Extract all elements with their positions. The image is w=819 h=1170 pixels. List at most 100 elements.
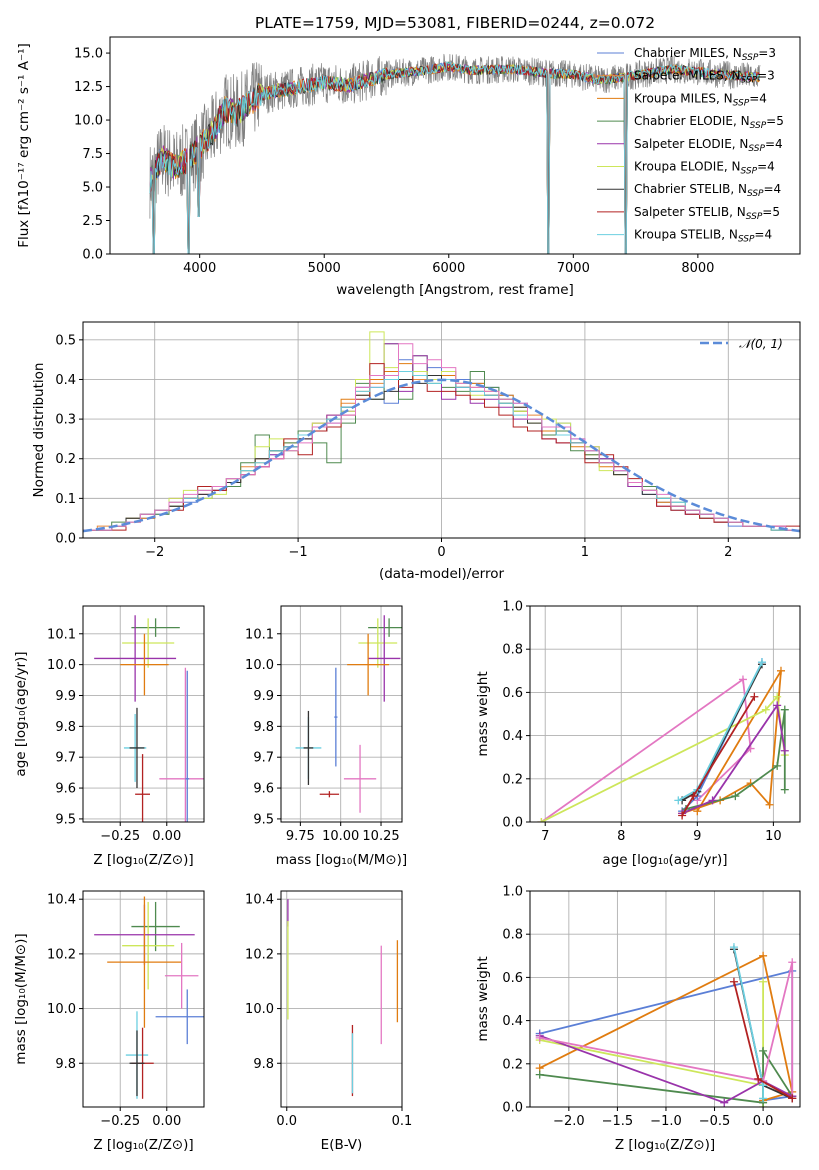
x-tick-label: −1.5: [602, 1114, 634, 1129]
plot-area: [83, 331, 800, 538]
y-tick-label: 9.9: [55, 689, 76, 704]
plus-marker: [780, 705, 789, 714]
plot-area: [149, 53, 761, 254]
mass-weight-series: [539, 1047, 793, 1104]
y-tick-label: 1.0: [502, 885, 523, 900]
plus-marker: [750, 692, 759, 701]
y-tick-label: 1.0: [502, 600, 523, 615]
data-point: [120, 633, 169, 696]
mass-weight-vs-metallicity-panel: −2.0 −1.5 −1.0 −0.5 0.0 0.0 0.2 0.4 0.6 0.8 1.0 Z […: [475, 885, 801, 1153]
plus-marker: [759, 951, 768, 960]
plot-area: [295, 615, 402, 813]
age-vs-metallicity-panel: −0.25 0.00 9.5 9.6 9.7 9.8 9.9 10.0 10.1 Z [log₁₀…: [13, 605, 205, 868]
y-tick-label: 10.1: [47, 627, 76, 642]
mass-weight-series: [540, 677, 752, 822]
axes-frame: [109, 36, 801, 255]
x-tick-label: −2: [145, 545, 164, 560]
model-spectrum-line: [149, 61, 761, 254]
y-tick-label: 0.4: [502, 729, 523, 744]
plus-marker: [759, 1094, 768, 1103]
y-tick-label: 0.2: [502, 772, 523, 787]
data-point: [347, 633, 390, 696]
data-point: [135, 754, 151, 822]
y-tick-label: 12.5: [74, 80, 103, 95]
plus-marker: [776, 666, 785, 675]
x-tick-label: 9: [693, 829, 701, 844]
y-tick-label: 7.5: [82, 147, 103, 162]
y-tick-label: 10.4: [245, 893, 274, 908]
y-tick-label: 0.0: [82, 248, 103, 263]
y-tick-label: 15.0: [74, 47, 103, 62]
y-axis-label: age [log₁₀(age/yr)]: [13, 651, 29, 776]
y-tick-label: 0.6: [502, 971, 523, 986]
x-tick-label: 0.0: [276, 1114, 297, 1129]
y-tick-label: 9.5: [55, 812, 76, 827]
plus-marker: [535, 1033, 544, 1042]
chart-title: PLATE=1759, MJD=53081, FIBERID=0244, z=0…: [255, 14, 655, 32]
x-tick-label: 2: [724, 545, 732, 560]
data-point: [334, 667, 338, 767]
plus-marker: [773, 701, 782, 710]
plus-marker: [708, 796, 717, 805]
x-axis-label: Z [log₁₀(Z/Z⊙)]: [93, 1137, 193, 1153]
plus-marker: [759, 977, 768, 986]
y-tick-label: 0.0: [55, 532, 76, 547]
data-point: [319, 791, 340, 798]
y-tick-label: 0.8: [502, 643, 523, 658]
x-tick-label: 0.00: [152, 829, 181, 844]
axes-frame: [529, 890, 801, 1108]
residual-histogram-panel: −2 −1 0 1 2 0.0 0.1 0.2 0.3 0.4 0.5 (data-model)/er…: [31, 321, 801, 582]
y-tick-label: 10.0: [245, 658, 274, 673]
plus-marker: [693, 807, 702, 816]
data-point: [368, 618, 402, 637]
x-tick-label: −0.25: [100, 829, 140, 844]
plot-area: [94, 896, 204, 1099]
data-point: [343, 744, 377, 813]
y-tick-label: 0.8: [502, 928, 523, 943]
legend-entry: Kroupa STELIB, NSSP=4: [634, 228, 772, 245]
plus-marker: [720, 1098, 729, 1107]
x-tick-label: 0: [437, 545, 445, 560]
x-tick-label: 1: [581, 545, 589, 560]
plus-marker: [757, 658, 766, 667]
plus-marker: [674, 796, 683, 805]
y-tick-label: 0.0: [502, 1101, 523, 1116]
y-tick-label: 9.8: [253, 720, 274, 735]
plus-marker: [773, 761, 782, 770]
mass-vs-reddening-panel: 0.0 0.1 9.8 10.0 10.2 10.4 E(B-V): [245, 890, 412, 1153]
data-point: [303, 710, 314, 785]
plus-marker: [689, 792, 698, 801]
plus-marker: [678, 811, 687, 820]
x-axis-label: Z [log₁₀(Z/Z⊙)]: [615, 1137, 715, 1153]
y-tick-label: 10.4: [47, 893, 76, 908]
mass-weight-series: [539, 981, 764, 1107]
plus-marker: [759, 1046, 768, 1055]
data-point: [164, 942, 199, 1009]
x-axis-label: Z [log₁₀(Z/Z⊙)]: [93, 852, 193, 868]
x-tick-label: −0.5: [699, 1114, 731, 1129]
data-point: [122, 901, 175, 990]
mass-vs-metallicity-panel: −0.25 0.00 9.8 10.0 10.2 10.4 Z [log₁₀(Z/Z⊙)] m…: [13, 890, 205, 1153]
x-tick-label: 6000: [432, 261, 465, 276]
axes-frame: [280, 890, 403, 1108]
y-tick-label: 0.0: [502, 816, 523, 831]
plus-marker: [788, 958, 797, 967]
normal-distribution-curve: [83, 378, 800, 533]
legend-entry: Chabrier ELODIE, NSSP=5: [634, 114, 784, 131]
data-point: [185, 670, 190, 822]
x-tick-label: 7000: [557, 261, 590, 276]
x-axis-label: (data-model)/error: [379, 566, 505, 582]
observed-spectrum-line: [149, 53, 761, 254]
data-point: [358, 618, 398, 668]
plus-marker: [765, 800, 774, 809]
y-tick-label: 9.8: [253, 1057, 274, 1072]
plus-marker: [729, 977, 738, 986]
x-tick-label: 10.00: [322, 829, 359, 844]
mass-weight-vs-age-panel: 7 8 9 10 0.0 0.2 0.4 0.6 0.8 1.0 age [log₁₀(age/yr…: [475, 600, 801, 868]
plus-marker: [537, 818, 546, 822]
mass-weight-series: [540, 694, 786, 822]
mass-weight-series: [539, 1034, 793, 1104]
y-tick-label: 10.1: [245, 627, 274, 642]
y-tick-label: 9.8: [55, 1057, 76, 1072]
data-point: [131, 618, 180, 637]
